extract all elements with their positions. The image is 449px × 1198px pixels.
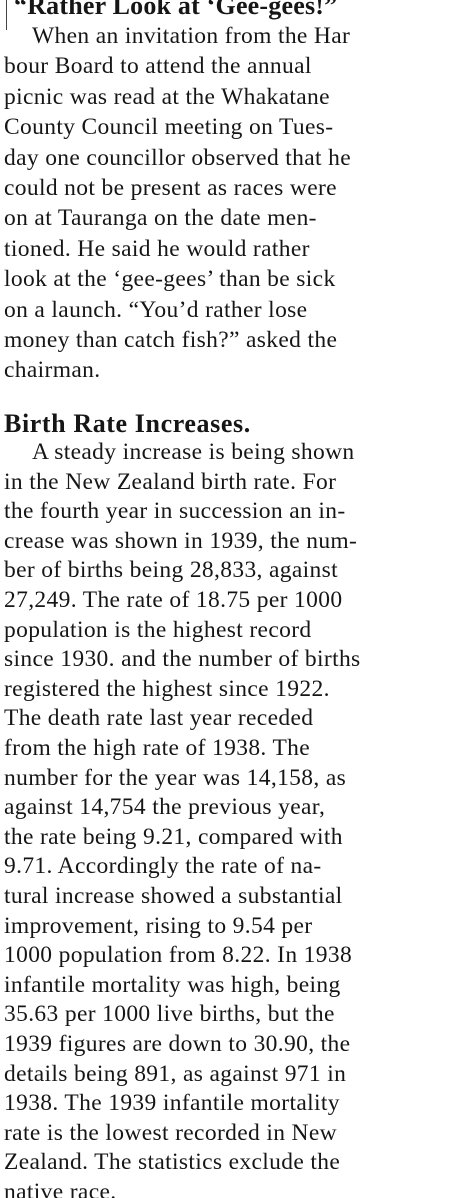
text-line: against 14,754 the previous year, — [4, 794, 326, 821]
text-line: tioned. He said he would rather — [4, 235, 310, 262]
text-line: 35.63 per 1000 live births, but the — [4, 1001, 335, 1028]
article-1-heading: “Rather Look at ‘Gee-gees!” — [14, 0, 338, 20]
text-line: crease was shown in 1939, the num- — [4, 527, 358, 554]
text-line: The death rate last year receded — [4, 705, 314, 732]
text-line: in the New Zealand birth rate. For — [4, 468, 337, 495]
text-line: 1938. The 1939 infantile mortality — [4, 1090, 340, 1117]
text-line: could not be present as races were — [4, 175, 337, 201]
text-line: When an invitation from the Har — [32, 23, 351, 49]
text-line: on a launch. “You’d rather lose — [4, 296, 308, 323]
text-line: 1939 figures are down to 30.90, the — [4, 1031, 351, 1057]
column-rule — [6, 0, 7, 30]
text-line: the rate being 9.21, compared with — [4, 823, 343, 850]
text-line: look at the ‘gee-gees’ than be sick — [4, 266, 336, 293]
text-line: number for the year was 14,158, as — [4, 764, 347, 791]
text-line: day one councillor observed that he — [4, 144, 352, 171]
text-line: 27,249. The rate of 18.75 per 1000 — [4, 587, 343, 613]
text-line: 1000 population from 8.22. In 1938 — [4, 942, 353, 969]
text-line: money than catch fish?” asked the — [4, 327, 338, 353]
text-line: infantile mortality was high, being — [4, 971, 341, 998]
text-line: since 1930. and the number of births — [4, 646, 361, 673]
text-line: the fourth year in succession an in- — [4, 498, 346, 525]
article-2-heading: Birth Rate Increases. — [4, 409, 251, 438]
text-line: County Council meeting on Tues- — [4, 114, 334, 141]
text-line: 9.71. Accordingly the rate of na- — [4, 853, 322, 880]
text-line: details being 891, as against 971 in — [4, 1060, 347, 1087]
text-line: native race. — [4, 1179, 117, 1198]
text-line: bour Board to attend the annual — [4, 53, 312, 80]
text-line: improvement, rising to 9.54 per — [4, 912, 313, 939]
text-line: tural increase showed a substantial — [4, 883, 343, 909]
text-line: population is the highest record — [4, 616, 312, 643]
text-line: ber of births being 28,833, against — [4, 557, 339, 584]
text-line: registered the highest since 1922. — [4, 675, 330, 702]
text-line: chairman. — [4, 357, 101, 384]
text-line: A steady increase is being shown — [32, 439, 355, 465]
text-line: Zealand. The statistics exclude the — [4, 1149, 341, 1176]
text-line: from the high rate of 1938. The — [4, 735, 311, 761]
text-line: picnic was read at the Whakatane — [4, 83, 330, 110]
text-line: on at Tauranga on the date men- — [4, 205, 317, 232]
text-line: rate is the lowest recorded in New — [4, 1119, 337, 1146]
